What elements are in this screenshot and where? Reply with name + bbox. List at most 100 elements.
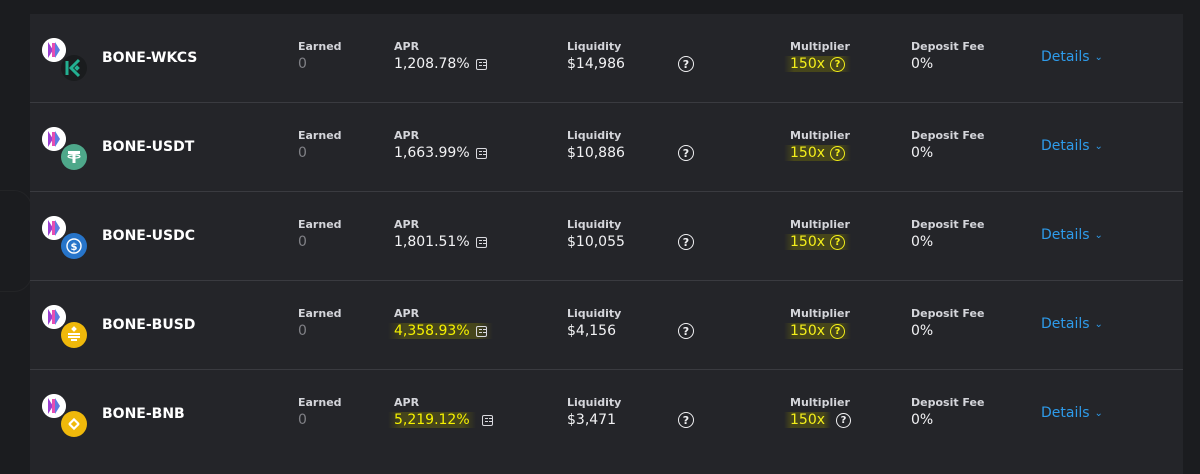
earned-value: 0 bbox=[298, 412, 342, 428]
liquidity-help-icon[interactable]: ? bbox=[678, 323, 694, 339]
farm-row: BONE-BNB Earned 0 APR 5,219.12% Liquidit… bbox=[30, 370, 1183, 458]
deposit-fee-label: Deposit Fee bbox=[911, 129, 984, 142]
liquidity-help-icon[interactable]: ? bbox=[678, 234, 694, 250]
earned-label: Earned bbox=[298, 129, 342, 142]
farm-row: BONE-USDT Earned 0 APR 1,663.99% Liquidi… bbox=[30, 103, 1183, 192]
multiplier-help-icon[interactable]: ? bbox=[830, 57, 845, 72]
pair-icon: $ bbox=[42, 216, 90, 260]
deposit-fee-label: Deposit Fee bbox=[911, 218, 984, 231]
multiplier-value: 150x bbox=[790, 145, 825, 161]
liquidity-column: Liquidity $4,156 bbox=[567, 307, 621, 339]
pair-icon bbox=[42, 127, 90, 171]
deposit-fee-value: 0% bbox=[911, 323, 984, 339]
farm-row: BONE-WKCS Earned 0 APR 1,208.78% Liquidi… bbox=[30, 14, 1183, 103]
earned-value: 0 bbox=[298, 323, 342, 339]
earned-column: Earned 0 bbox=[298, 40, 342, 72]
deposit-fee-value: 0% bbox=[911, 234, 984, 250]
liquidity-label: Liquidity bbox=[567, 218, 625, 231]
apr-value: 1,663.99% bbox=[394, 145, 470, 161]
calculator-icon[interactable] bbox=[476, 326, 487, 337]
multiplier-label: Multiplier bbox=[790, 396, 851, 409]
earned-label: Earned bbox=[298, 307, 342, 320]
liquidity-value: $4,156 bbox=[567, 323, 621, 339]
multiplier-help-icon[interactable]: ? bbox=[830, 235, 845, 250]
pair-name: BONE-BNB bbox=[102, 406, 185, 422]
multiplier-column: Multiplier 150x? bbox=[790, 396, 851, 428]
chevron-down-icon: ⌄ bbox=[1095, 52, 1103, 63]
deposit-fee-column: Deposit Fee 0% bbox=[911, 129, 984, 161]
liquidity-value: $10,055 bbox=[567, 234, 625, 250]
deposit-fee-label: Deposit Fee bbox=[911, 307, 984, 320]
multiplier-help-icon[interactable]: ? bbox=[830, 146, 845, 161]
pair-name: BONE-USDT bbox=[102, 139, 194, 155]
multiplier-label: Multiplier bbox=[790, 129, 851, 142]
busd-icon bbox=[61, 322, 87, 348]
liquidity-help-icon[interactable]: ? bbox=[678, 145, 694, 161]
multiplier-column: Multiplier 150x? bbox=[790, 40, 851, 72]
liquidity-label: Liquidity bbox=[567, 307, 621, 320]
apr-value: 5,219.12% bbox=[394, 412, 470, 428]
apr-column: APR 1,208.78% bbox=[394, 40, 487, 72]
details-button[interactable]: Details ⌄ bbox=[1041, 405, 1103, 421]
multiplier-value: 150x bbox=[790, 412, 825, 428]
multiplier-label: Multiplier bbox=[790, 40, 851, 53]
details-button[interactable]: Details ⌄ bbox=[1041, 316, 1103, 332]
usdt-icon bbox=[61, 144, 87, 170]
pair-name: BONE-WKCS bbox=[102, 50, 197, 66]
chevron-down-icon: ⌄ bbox=[1095, 319, 1103, 330]
multiplier-help-icon[interactable]: ? bbox=[836, 413, 851, 428]
calculator-icon[interactable] bbox=[476, 148, 487, 159]
apr-label: APR bbox=[394, 40, 487, 53]
apr-value: 1,208.78% bbox=[394, 56, 470, 72]
earned-value: 0 bbox=[298, 145, 342, 161]
multiplier-help-icon[interactable]: ? bbox=[830, 324, 845, 339]
deposit-fee-value: 0% bbox=[911, 145, 984, 161]
details-button[interactable]: Details ⌄ bbox=[1041, 49, 1103, 65]
earned-column: Earned 0 bbox=[298, 218, 342, 250]
details-label: Details bbox=[1041, 227, 1090, 243]
chevron-down-icon: ⌄ bbox=[1095, 141, 1103, 152]
liquidity-value: $10,886 bbox=[567, 145, 625, 161]
details-label: Details bbox=[1041, 49, 1090, 65]
deposit-fee-column: Deposit Fee 0% bbox=[911, 396, 984, 428]
kcs-icon bbox=[61, 55, 87, 81]
apr-value: 1,801.51% bbox=[394, 234, 470, 250]
pair-name: BONE-USDC bbox=[102, 228, 195, 244]
farm-row: $ BONE-USDC Earned 0 APR 1,801.51% Liqui… bbox=[30, 192, 1183, 281]
details-button[interactable]: Details ⌄ bbox=[1041, 138, 1103, 154]
multiplier-label: Multiplier bbox=[790, 307, 851, 320]
details-button[interactable]: Details ⌄ bbox=[1041, 227, 1103, 243]
pair-name: BONE-BUSD bbox=[102, 317, 195, 333]
liquidity-label: Liquidity bbox=[567, 396, 621, 409]
calculator-icon[interactable] bbox=[476, 59, 487, 70]
deposit-fee-value: 0% bbox=[911, 56, 984, 72]
apr-column: APR 5,219.12% bbox=[394, 396, 493, 428]
background-hexagon-decoration bbox=[0, 190, 32, 292]
earned-value: 0 bbox=[298, 234, 342, 250]
apr-column: APR 1,663.99% bbox=[394, 129, 487, 161]
liquidity-column: Liquidity $10,055 bbox=[567, 218, 625, 250]
calculator-icon[interactable] bbox=[482, 415, 493, 426]
deposit-fee-column: Deposit Fee 0% bbox=[911, 307, 984, 339]
usdc-icon: $ bbox=[61, 233, 87, 259]
liquidity-help-icon[interactable]: ? bbox=[678, 412, 694, 428]
farm-row: BONE-BUSD Earned 0 APR 4,358.93% Liquidi… bbox=[30, 281, 1183, 370]
details-label: Details bbox=[1041, 138, 1090, 154]
liquidity-label: Liquidity bbox=[567, 40, 625, 53]
multiplier-column: Multiplier 150x? bbox=[790, 129, 851, 161]
multiplier-label: Multiplier bbox=[790, 218, 851, 231]
liquidity-help-icon[interactable]: ? bbox=[678, 56, 694, 72]
svg-text:$: $ bbox=[71, 242, 78, 253]
farm-list: BONE-WKCS Earned 0 APR 1,208.78% Liquidi… bbox=[30, 14, 1183, 474]
apr-label: APR bbox=[394, 129, 487, 142]
calculator-icon[interactable] bbox=[476, 237, 487, 248]
multiplier-value: 150x bbox=[790, 56, 825, 72]
deposit-fee-value: 0% bbox=[911, 412, 984, 428]
multiplier-value: 150x bbox=[790, 234, 825, 250]
details-label: Details bbox=[1041, 405, 1090, 421]
pair-icon bbox=[42, 394, 90, 438]
liquidity-column: Liquidity $10,886 bbox=[567, 129, 625, 161]
scrollbar-track[interactable] bbox=[1183, 14, 1200, 471]
liquidity-column: Liquidity $3,471 bbox=[567, 396, 621, 428]
earned-label: Earned bbox=[298, 40, 342, 53]
